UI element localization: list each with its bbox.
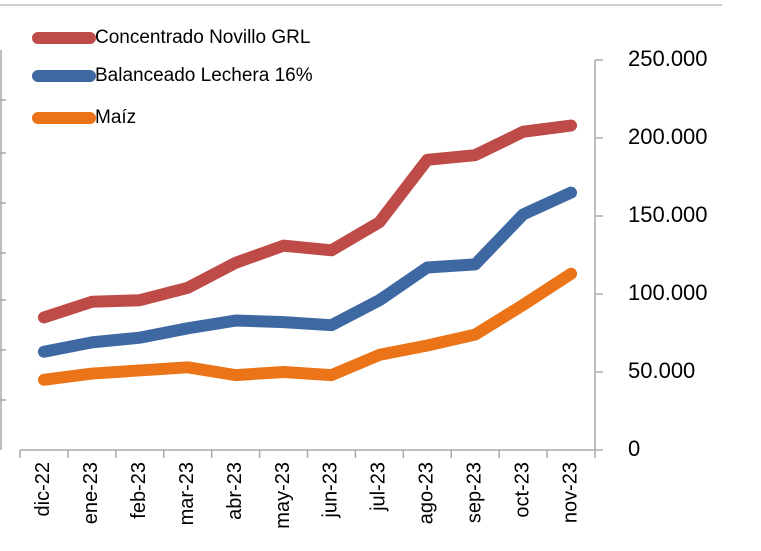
x-tick-label: ago-23: [416, 462, 438, 524]
series-line: [37, 267, 578, 386]
x-tick-label: mar-23: [176, 462, 198, 525]
y-tick-label: 0: [628, 436, 640, 461]
series-line: [37, 119, 578, 324]
x-tick-label: jul-23: [368, 462, 390, 512]
x-tick-label: jun-23: [320, 462, 342, 519]
x-tick-label: nov-23: [559, 462, 581, 523]
y-tick-label: 200.000: [628, 124, 708, 149]
x-tick-label: abr-23: [224, 462, 246, 520]
x-tick-label: dic-22: [32, 462, 54, 516]
x-tick-label: ene-23: [80, 462, 102, 524]
y-tick-label: 150.000: [628, 202, 708, 227]
cropped-axis: [0, 50, 6, 450]
legend-label: Maíz: [95, 107, 136, 128]
legend-label: Concentrado Novillo GRL: [95, 27, 310, 48]
legend-label: Balanceado Lechera 16%: [95, 65, 313, 86]
y-tick-label: 100.000: [628, 280, 708, 305]
x-tick-label: oct-23: [511, 462, 533, 518]
series-line: [37, 186, 578, 358]
y-tick-label: 250.000: [628, 46, 708, 71]
x-tick-label: feb-23: [128, 462, 150, 519]
y-tick-label: 50.000: [628, 358, 695, 383]
x-tick-label: may-23: [272, 462, 294, 529]
x-tick-label: sep-23: [463, 462, 485, 523]
